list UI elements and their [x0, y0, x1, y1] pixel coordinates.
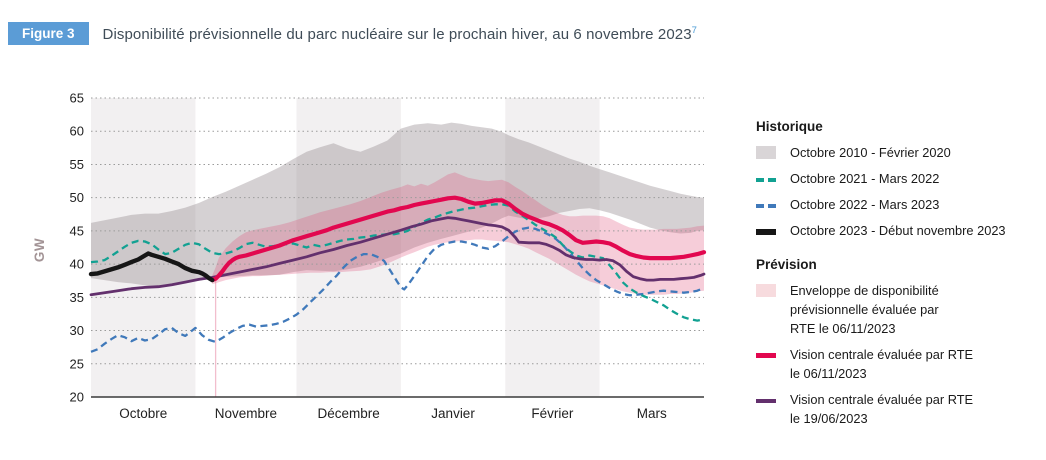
legend-item-label: Vision centrale évaluée par RTE le 06/11…: [790, 347, 974, 381]
series-octobre-2021-mars-2022: [90, 203, 705, 322]
y-tick-60: 60: [70, 124, 84, 139]
band-gray-swatch-icon: [756, 146, 776, 159]
month-stripe-octobre: [91, 98, 196, 397]
legend-item-label: Enveloppe de disponibilité prévisionnell…: [790, 283, 939, 336]
legend-item: Enveloppe de disponibilité prévisionnell…: [756, 281, 1042, 338]
x-label-janvier: Janvier: [431, 406, 475, 421]
legend-item-label: Vision centrale évaluée par RTE le 19/06…: [790, 392, 974, 426]
chart-canvas: 20 25 30 35 40 45 50 55 60 65 Octobre Novembre Décem…: [32, 91, 707, 421]
legend-section-title: Historique: [756, 119, 823, 134]
legend-section-historique: Historique Octobre 2010 - Février 2020 Oct…: [756, 119, 1042, 240]
figure-title-text: Disponibilité prévisionnelle du parc nuc…: [102, 25, 692, 43]
x-label-février: Février: [531, 406, 574, 421]
y-tick-55: 55: [70, 157, 84, 172]
x-label-octobre: Octobre: [119, 406, 167, 421]
line-magenta-swatch-icon: [756, 353, 776, 358]
series-vision-centrale-06-11-2023: [210, 195, 707, 283]
y-axis-title: GW: [32, 238, 47, 262]
month-stripe-décembre: [296, 98, 401, 397]
legend-item-label: Octobre 2023 - Début novembre 2023: [790, 223, 1006, 238]
legend-item: Octobre 2023 - Début novembre 2023: [756, 221, 1042, 240]
band-pink-swatch-icon: [756, 284, 776, 297]
legend-item: Octobre 2010 - Février 2020: [756, 143, 1042, 162]
legend-section-title: Prévision: [756, 257, 817, 272]
figure-badge: Figure 3: [8, 22, 89, 45]
x-label-mars: Mars: [637, 406, 667, 421]
figure-title: Disponibilité prévisionnelle du parc nuc…: [103, 25, 698, 43]
x-label-novembre: Novembre: [215, 406, 277, 421]
y-tick-25: 25: [70, 356, 84, 371]
y-tick-35: 35: [70, 290, 84, 305]
y-tick-50: 50: [70, 190, 84, 205]
y-tick-45: 45: [70, 223, 84, 238]
legend-item-label: Octobre 2021 - Mars 2022: [790, 171, 940, 186]
legend-section-prévision: Prévision Enveloppe de disponibilité prév…: [756, 257, 1042, 428]
dash-teal-swatch-icon: [756, 178, 776, 182]
chart-legend: Historique Octobre 2010 - Février 2020 Oct…: [756, 119, 1042, 445]
series-vision-centrale-19-06-2023: [89, 216, 706, 297]
series-octobre-2022-mars-2023: [90, 226, 705, 353]
legend-item: Vision centrale évaluée par RTE le 06/11…: [756, 345, 1042, 383]
legend-item-label: Octobre 2022 - Mars 2023: [790, 197, 940, 212]
x-label-décembre: Décembre: [318, 406, 380, 421]
line-black-swatch-icon: [756, 229, 776, 235]
footnote-ref: 7: [691, 24, 698, 36]
dash-blue-swatch-icon: [756, 204, 776, 208]
y-tick-65: 65: [70, 91, 84, 106]
figure-header: Figure 3 Disponibilité prévisionnelle du…: [8, 22, 697, 45]
legend-item: Vision centrale évaluée par RTE le 19/06…: [756, 390, 1042, 428]
legend-item: Octobre 2021 - Mars 2022: [756, 169, 1042, 188]
legend-item: Octobre 2022 - Mars 2023: [756, 195, 1042, 214]
line-purple-swatch-icon: [756, 399, 776, 403]
band-historique-2010-2020: [91, 122, 704, 288]
series-octobre-2023-debut-novembre-2023: [88, 251, 215, 283]
y-tick-40: 40: [70, 257, 84, 272]
y-tick-30: 30: [70, 323, 84, 338]
legend-item-label: Octobre 2010 - Février 2020: [790, 145, 951, 160]
y-tick-20: 20: [70, 390, 84, 405]
